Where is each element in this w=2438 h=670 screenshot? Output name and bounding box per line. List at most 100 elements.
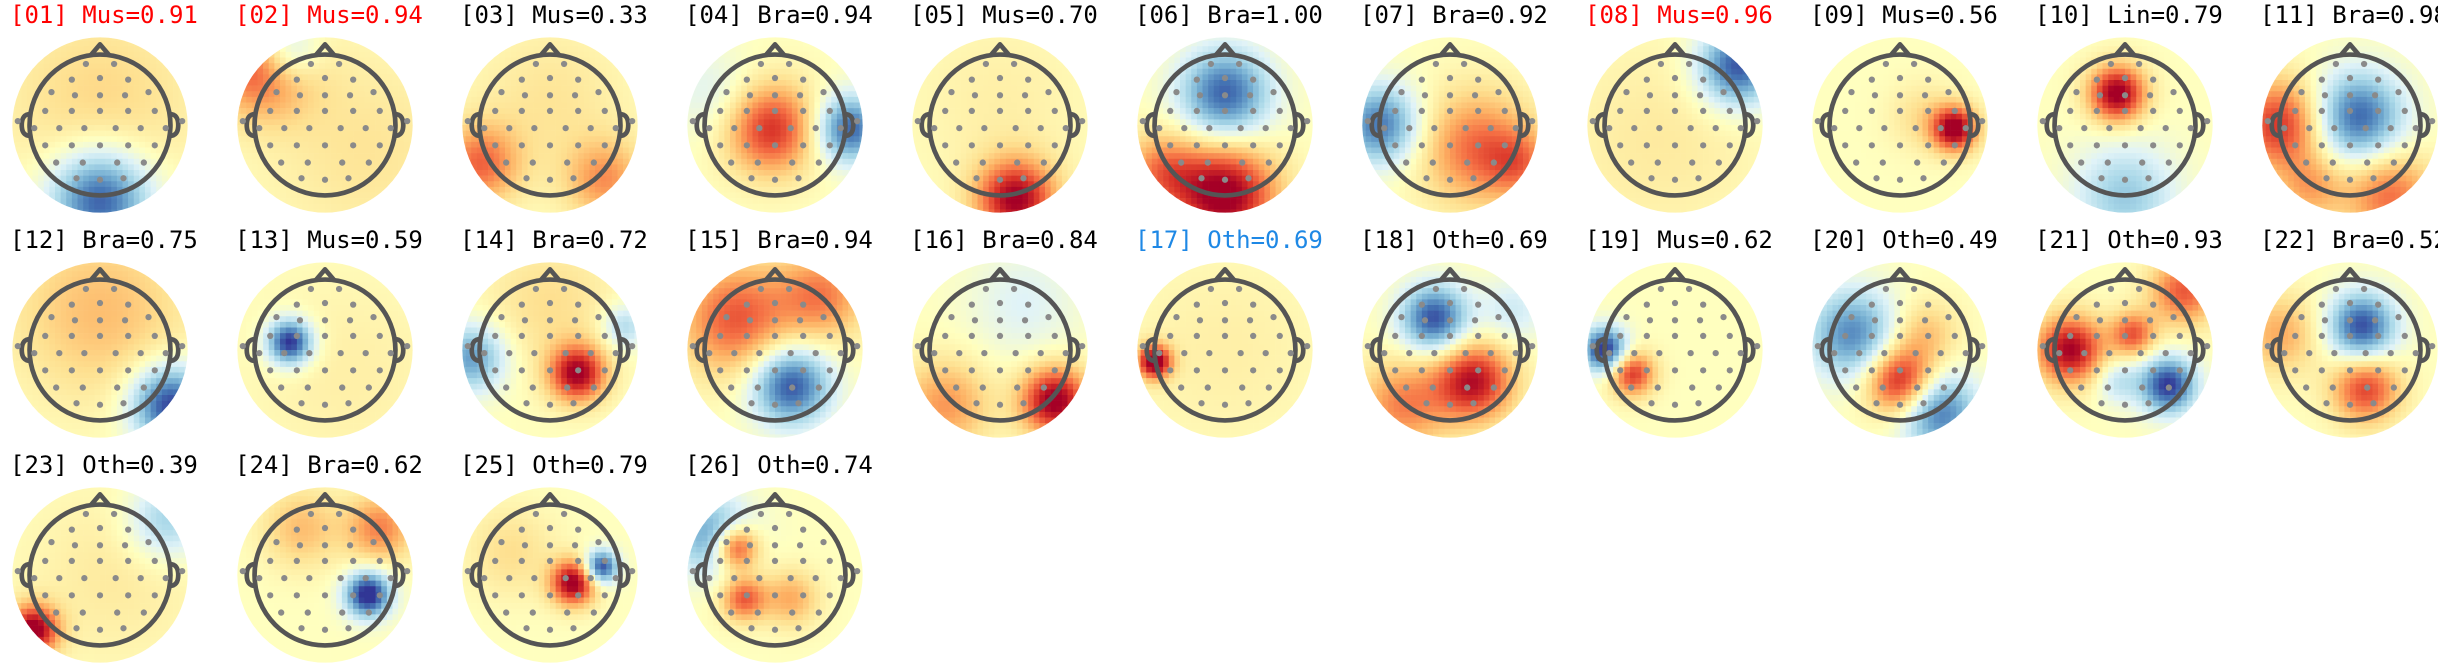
electrode-dot xyxy=(2322,317,2328,323)
electrode-dot xyxy=(1700,367,1706,373)
electrode-dot xyxy=(1952,142,1958,148)
electrode-dot xyxy=(1686,286,1692,292)
electrode-dot xyxy=(152,108,158,114)
electrode-dot xyxy=(125,367,131,373)
electrode-dot xyxy=(1842,142,1848,148)
electrode-dot xyxy=(345,625,351,631)
electrode-dot xyxy=(2136,61,2142,67)
electrode-dot xyxy=(519,526,525,532)
electrode-dot xyxy=(2395,89,2401,95)
electrode-dot xyxy=(122,92,128,98)
electrode-dot xyxy=(786,61,792,67)
topomap xyxy=(685,260,865,440)
electrode-dot xyxy=(788,350,794,356)
electrode-dot xyxy=(42,367,48,373)
electrode-dot xyxy=(294,76,300,82)
topomap xyxy=(1135,260,1315,440)
electrode-dot xyxy=(322,177,328,183)
electrode-dot xyxy=(1392,108,1398,114)
electrode-dot xyxy=(2319,333,2325,339)
electrode-dot xyxy=(747,317,753,323)
electrode-dot xyxy=(2078,159,2084,165)
component-cell: [22] Bra=0.52 xyxy=(2260,225,2438,445)
electrode-dot xyxy=(1716,384,1722,390)
electrode-dot xyxy=(1656,125,1662,131)
electrode-dot xyxy=(1398,314,1404,320)
electrode-dot xyxy=(125,333,131,339)
electrode-dot xyxy=(772,92,778,98)
electrode-dot xyxy=(1881,350,1887,356)
electrode-dot xyxy=(997,317,1003,323)
electrode-dot xyxy=(591,609,597,615)
scalp-heatmap xyxy=(10,260,190,440)
electrode-dot xyxy=(1713,125,1719,131)
electrode-dot xyxy=(1222,75,1228,81)
electrode-dot xyxy=(336,61,342,67)
electrode-dot xyxy=(816,609,822,615)
electrode-dot xyxy=(56,575,62,581)
electrode-dot xyxy=(1869,108,1875,114)
electrode-dot xyxy=(2166,384,2172,390)
electrode-dot xyxy=(1063,125,1069,131)
electrode-dot xyxy=(141,609,147,615)
component-label: [09] Mus=0.56 xyxy=(1810,0,1998,30)
electrode-dot xyxy=(138,125,144,131)
electrode-dot xyxy=(800,558,806,564)
electrode-dot xyxy=(1419,301,1425,307)
electrode-dot xyxy=(1461,61,1467,67)
electrode-dot xyxy=(613,125,619,131)
electrode-dot xyxy=(772,558,778,564)
electrode-dot xyxy=(690,343,696,349)
electrode-dot xyxy=(1897,108,1903,114)
electrode-dot xyxy=(1250,301,1256,307)
electrode-dot xyxy=(1672,142,1678,148)
electrode-dot xyxy=(997,75,1003,81)
electrode-dot xyxy=(370,539,376,545)
electrode-dot xyxy=(1464,384,1470,390)
electrode-dot xyxy=(113,125,119,131)
electrode-dot xyxy=(1238,350,1244,356)
electrode-dot xyxy=(717,333,723,339)
electrode-dot xyxy=(350,76,356,82)
electrode-dot xyxy=(788,575,794,581)
electrode-dot xyxy=(141,159,147,165)
component-cell: [26] Oth=0.74 xyxy=(685,450,910,670)
electrode-dot xyxy=(322,525,328,531)
electrode-dot xyxy=(339,384,345,390)
electrode-dot xyxy=(772,592,778,598)
electrode-dot xyxy=(1842,367,1848,373)
electrode-dot xyxy=(492,108,498,114)
electrode-dot xyxy=(519,301,525,307)
electrode-dot xyxy=(519,108,525,114)
electrode-dot xyxy=(1447,92,1453,98)
electrode-dot xyxy=(2306,125,2312,131)
electrode-dot xyxy=(1872,317,1878,323)
electrode-dot xyxy=(339,159,345,165)
electrode-dot xyxy=(1013,350,1019,356)
component-label: [08] Mus=0.96 xyxy=(1585,0,1773,30)
electrode-dot xyxy=(2188,350,2194,356)
component-cell: [12] Bra=0.75 xyxy=(10,225,235,445)
electrode-dot xyxy=(2361,61,2367,67)
electrode-dot xyxy=(42,108,48,114)
electrode-dot xyxy=(56,350,62,356)
electrode-dot xyxy=(366,159,372,165)
electrode-dot xyxy=(1041,159,1047,165)
electrode-dot xyxy=(1815,118,1821,124)
electrode-dot xyxy=(547,592,553,598)
electrode-dot xyxy=(2147,92,2153,98)
electrode-dot xyxy=(2347,177,2353,183)
electrode-dot xyxy=(1925,142,1931,148)
electrode-dot xyxy=(2402,367,2408,373)
electrode-dot xyxy=(506,125,512,131)
electrode-dot xyxy=(322,300,328,306)
electrode-dot xyxy=(2188,125,2194,131)
electrode-dot xyxy=(997,177,1003,183)
electrode-dot xyxy=(1403,159,1409,165)
electrode-dot xyxy=(1880,159,1886,165)
electrode-dot xyxy=(1945,89,1951,95)
electrode-dot xyxy=(1606,350,1612,356)
electrode-dot xyxy=(97,92,103,98)
electrode-dot xyxy=(2150,333,2156,339)
electrode-dot xyxy=(73,625,79,631)
